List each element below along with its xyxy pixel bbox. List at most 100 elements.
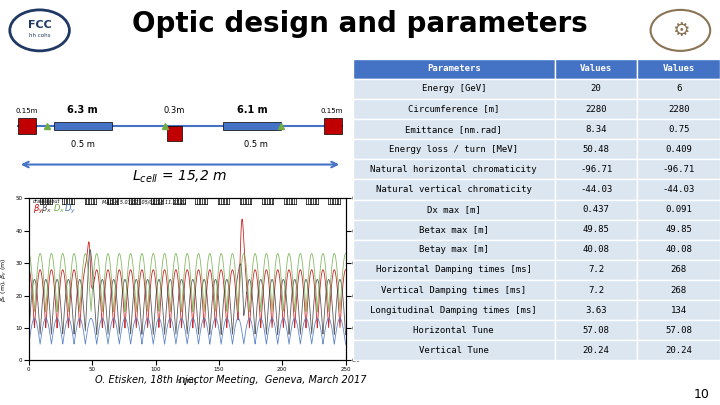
Text: 7.2: 7.2 [588,265,604,275]
Text: 40.08: 40.08 [582,245,610,254]
Bar [637,179,720,200]
Bar [353,200,554,220]
Bar [353,139,554,159]
Bar [353,320,554,340]
Text: $L_{cell}$ = 15,2 m: $L_{cell}$ = 15,2 m [132,168,228,185]
Bar [554,119,637,139]
Text: 50.48: 50.48 [582,145,610,154]
Bar [554,79,637,99]
Text: 6.1 m: 6.1 m [237,104,267,115]
Text: 57.08: 57.08 [665,326,692,335]
Text: Values: Values [662,64,695,73]
Bar [554,220,637,240]
Bar [637,240,720,260]
Text: 3.63: 3.63 [585,306,607,315]
Bar [554,260,637,280]
Bar [554,99,637,119]
Text: $\beta_y$: $\beta_y$ [32,203,43,216]
Bar [324,118,342,134]
Text: 49.85: 49.85 [582,225,610,234]
Text: 20.24: 20.24 [665,346,692,355]
Text: 57.08: 57.08 [582,326,610,335]
Bar [554,320,637,340]
Bar [554,300,637,320]
Bar [637,280,720,300]
Text: 268: 268 [670,286,687,294]
Bar [353,240,554,260]
Text: $\beta_x$: $\beta_x$ [42,202,53,215]
Text: -44.03: -44.03 [662,185,695,194]
Text: 0.5 m: 0.5 m [243,141,268,149]
Text: 7.2: 7.2 [588,286,604,294]
Text: 10: 10 [693,388,709,401]
Text: 49.85: 49.85 [665,225,692,234]
Bar [554,200,637,220]
Text: 0.437: 0.437 [582,205,610,214]
Text: 0.3m: 0.3m [164,106,185,115]
Text: 2280: 2280 [585,104,607,113]
Text: Parameters: Parameters [427,64,481,73]
Bar [554,280,637,300]
Text: 20.24: 20.24 [582,346,610,355]
Y-axis label: D (arb), Dy (m): D (arb), Dy (m) [366,258,371,301]
Text: Natural vertical chromaticity: Natural vertical chromaticity [376,185,531,194]
Text: 0.091: 0.091 [665,205,692,214]
Bar [637,200,720,220]
Bar [353,340,554,360]
Text: -96.71: -96.71 [662,165,695,174]
Bar [637,119,720,139]
Text: ⚙: ⚙ [672,21,689,40]
Text: drawlayout: drawlayout [32,199,60,204]
Text: Vertical Damping times [ms]: Vertical Damping times [ms] [381,286,526,294]
Text: hh cohs: hh cohs [29,33,50,38]
Y-axis label: $\beta_x$ (m), $\beta_y$ (m): $\beta_x$ (m), $\beta_y$ (m) [0,257,10,302]
Text: 0.15m: 0.15m [16,108,38,113]
Text: Energy loss / turn [MeV]: Energy loss / turn [MeV] [390,145,518,154]
Bar [353,159,554,179]
Text: Horizontal Damping times [ms]: Horizontal Damping times [ms] [376,265,531,275]
Bar [353,220,554,240]
Text: Values: Values [580,64,612,73]
Text: 6.3 m: 6.3 m [68,104,98,115]
Bar [554,139,637,159]
Bar [637,99,720,119]
Bar [353,99,554,119]
Text: 0.5 m: 0.5 m [71,141,95,149]
Bar [554,159,637,179]
Bar [637,320,720,340]
Text: Dx max [m]: Dx max [m] [427,205,481,214]
Bar [554,179,637,200]
Text: $D_y$: $D_y$ [64,203,76,216]
Bar [54,122,112,130]
Text: Natural horizontal chromaticity: Natural horizontal chromaticity [371,165,537,174]
Bar [637,139,720,159]
Bar [637,220,720,240]
Text: FCC: FCC [28,20,51,30]
Text: 2280: 2280 [668,104,690,113]
Text: 134: 134 [670,306,687,315]
Text: 0.15m: 0.15m [320,108,343,113]
Bar [353,300,554,320]
Text: Vertical Tune: Vertical Tune [419,346,489,355]
Text: 0.409: 0.409 [665,145,692,154]
Bar [554,240,637,260]
Bar [637,300,720,320]
Bar [637,260,720,280]
Text: Energy [GeV]: Energy [GeV] [421,84,486,94]
Bar [167,126,181,141]
Text: 6: 6 [676,84,681,94]
Text: 40.08: 40.08 [665,245,692,254]
Bar [18,118,36,134]
Text: 8.34: 8.34 [585,125,607,134]
Text: Circumference [m]: Circumference [m] [408,104,500,113]
Bar [637,79,720,99]
Bar [353,79,554,99]
Text: Betax max [m]: Betax max [m] [419,225,489,234]
X-axis label: s [m]: s [m] [178,377,197,384]
Bar [554,59,637,79]
Bar [353,260,554,280]
Text: MAD-X 5.03.07  05/02/18 11.17.11: MAD-X 5.03.07 05/02/18 11.17.11 [102,199,187,204]
Bar [353,59,554,79]
Text: -44.03: -44.03 [580,185,612,194]
Bar [637,159,720,179]
